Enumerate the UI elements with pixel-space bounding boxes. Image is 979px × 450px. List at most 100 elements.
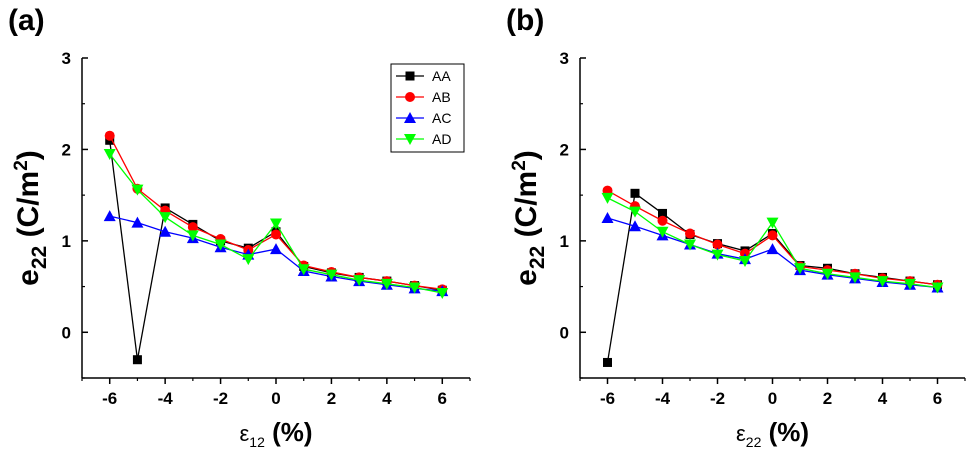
y-tick-label: 0 xyxy=(62,323,71,342)
x-tick-label: -6 xyxy=(102,389,117,408)
data-point xyxy=(904,278,916,290)
data-point xyxy=(603,357,612,367)
data-point xyxy=(159,212,172,224)
data-point xyxy=(325,269,338,281)
data-point xyxy=(132,355,142,365)
data-point xyxy=(214,239,227,251)
y-axis-title-subscript: 22 xyxy=(28,246,51,269)
x-tick-label: 0 xyxy=(271,389,280,408)
legend: AA AB AC AD xyxy=(390,63,465,153)
y-axis-title-base: e xyxy=(12,269,45,286)
data-point xyxy=(187,222,198,233)
data-point xyxy=(767,230,778,241)
y-tick-label: 3 xyxy=(560,49,569,68)
data-point xyxy=(931,282,944,294)
x-tick-label: -2 xyxy=(710,389,725,408)
x-axis-title-unit: (%) xyxy=(265,417,313,447)
data-point xyxy=(630,188,640,198)
data-point xyxy=(103,149,116,160)
legend-label: AC xyxy=(432,110,451,126)
y-tick-label: 1 xyxy=(62,232,71,251)
data-point xyxy=(711,249,724,261)
data-point xyxy=(159,225,172,237)
legend-label: AA xyxy=(432,68,451,84)
data-point xyxy=(766,243,779,255)
x-tick-label: 2 xyxy=(327,389,336,408)
data-point xyxy=(629,220,641,232)
data-point xyxy=(242,254,255,266)
data-point xyxy=(794,263,806,275)
data-point xyxy=(436,287,449,299)
data-point xyxy=(131,216,144,228)
data-point xyxy=(186,230,199,242)
legend-marker xyxy=(404,112,416,123)
y-axis-title: e22 (C/m2) xyxy=(11,150,51,286)
panel-label: (a) xyxy=(8,4,45,37)
legend-marker xyxy=(405,71,415,81)
data-point xyxy=(601,192,614,204)
x-axis-title-base: ε xyxy=(736,421,746,446)
x-axis-title: ε12 (%) xyxy=(239,417,312,450)
x-axis-title-base: ε xyxy=(239,421,249,446)
series-ad xyxy=(103,149,449,299)
legend-label: AD xyxy=(432,131,451,147)
y-tick-label: 2 xyxy=(560,140,569,159)
x-axis-title-subscript: 12 xyxy=(249,434,265,450)
y-axis-title-subscript: 22 xyxy=(526,246,549,269)
x-tick-label: 6 xyxy=(438,389,447,408)
y-axis-title-unit: (C/m xyxy=(510,171,543,246)
data-point xyxy=(739,255,751,267)
data-point xyxy=(658,208,667,218)
series-ab xyxy=(104,130,448,295)
y-axis-title-close: ) xyxy=(12,150,45,160)
legend-label: AB xyxy=(432,89,451,105)
x-tick-label: 4 xyxy=(382,389,392,408)
y-axis-title-unit: (C/m xyxy=(12,171,45,246)
legend-marker xyxy=(404,134,416,145)
x-tick-label: 6 xyxy=(933,389,942,408)
x-tick-label: -4 xyxy=(158,389,174,408)
y-tick-label: 0 xyxy=(560,323,569,342)
data-point xyxy=(297,264,310,276)
y-tick-label: 2 xyxy=(62,140,71,159)
y-tick-label: 3 xyxy=(62,49,71,68)
y-axis-title-base: e xyxy=(510,269,543,286)
data-point xyxy=(408,282,421,294)
data-point xyxy=(104,130,115,141)
y-tick-label: 1 xyxy=(560,232,569,251)
data-point xyxy=(656,226,669,238)
x-tick-label: 4 xyxy=(878,389,888,408)
x-axis-title-unit: (%) xyxy=(761,417,809,447)
y-axis-title: e22 (C/m2) xyxy=(509,150,549,286)
x-tick-label: 2 xyxy=(823,389,832,408)
y-axis-title-close: ) xyxy=(510,150,543,160)
x-tick-label: -2 xyxy=(213,389,228,408)
x-axis-title: ε22 (%) xyxy=(736,417,809,450)
data-point xyxy=(270,243,282,255)
x-tick-label: 0 xyxy=(768,389,777,408)
x-tick-label: -6 xyxy=(600,389,615,408)
legend-entry: AA xyxy=(396,68,451,84)
data-point xyxy=(684,239,696,251)
data-point xyxy=(380,278,393,290)
data-point xyxy=(685,228,695,239)
data-point xyxy=(876,276,889,288)
data-point xyxy=(629,206,641,218)
legend-entry: AD xyxy=(396,131,451,147)
series-line xyxy=(607,197,938,289)
series-ad xyxy=(601,192,944,294)
data-point xyxy=(353,275,366,287)
legend-entry: AC xyxy=(396,110,451,126)
data-point xyxy=(103,210,116,222)
data-point xyxy=(131,184,144,196)
y-axis-title-superscript: 2 xyxy=(509,160,530,171)
data-point xyxy=(657,215,668,226)
data-point xyxy=(271,229,281,240)
x-tick-label: -4 xyxy=(655,389,671,408)
data-point xyxy=(849,272,861,284)
legend-box xyxy=(390,63,465,153)
data-point xyxy=(270,218,282,230)
